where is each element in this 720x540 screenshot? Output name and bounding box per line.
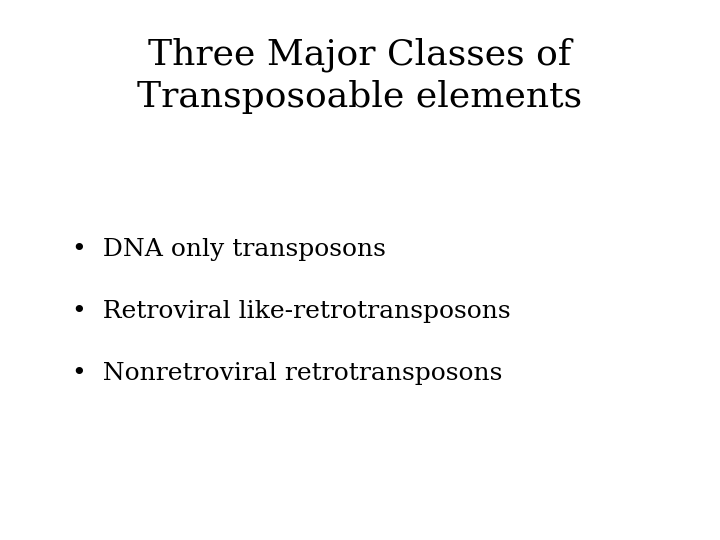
Text: •  Retroviral like-retrotransposons: • Retroviral like-retrotransposons: [72, 300, 510, 323]
Text: Three Major Classes of
Transposoable elements: Three Major Classes of Transposoable ele…: [138, 38, 582, 114]
Text: •  Nonretroviral retrotransposons: • Nonretroviral retrotransposons: [72, 362, 503, 385]
Text: •  DNA only transposons: • DNA only transposons: [72, 238, 386, 261]
